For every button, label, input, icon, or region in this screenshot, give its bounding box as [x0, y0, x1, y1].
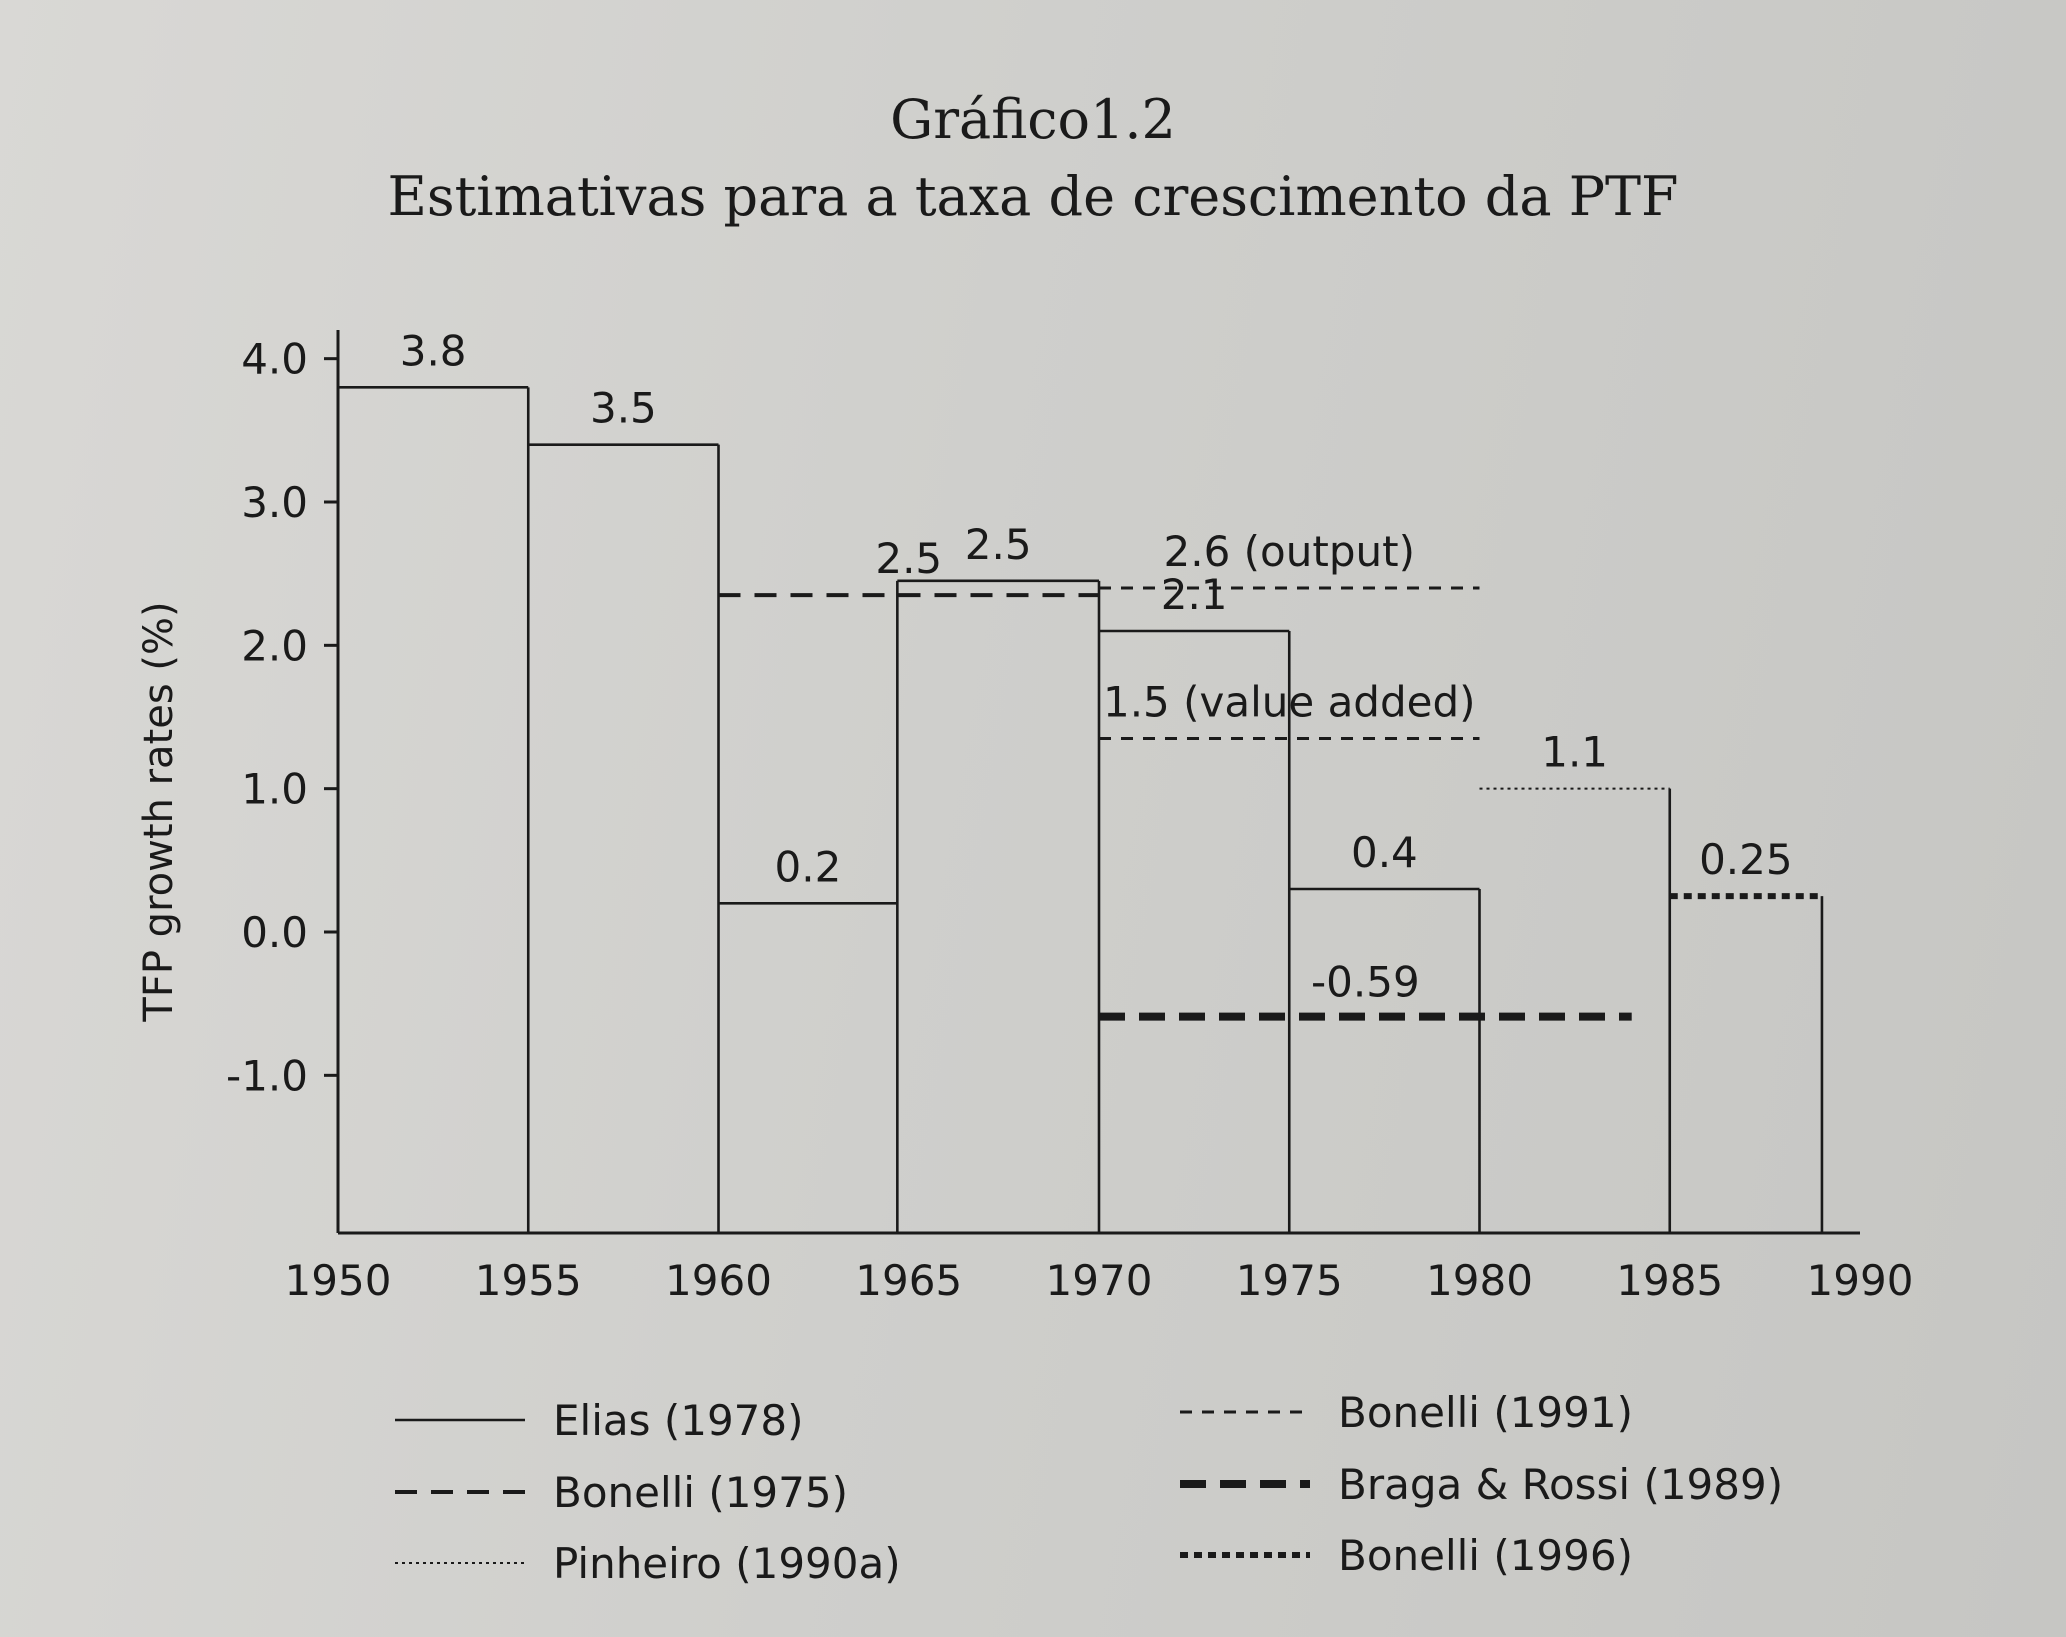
- legend-label: Bonelli (1991): [1338, 1388, 1633, 1437]
- legend-label: Bonelli (1996): [1338, 1531, 1633, 1580]
- x-tick-label: 1975: [1236, 1256, 1343, 1305]
- y-tick-label: -1.0: [226, 1051, 308, 1100]
- x-tick-label: 1960: [665, 1256, 772, 1305]
- figure-title: Estimativas para a taxa de crescimento d…: [387, 165, 1679, 228]
- x-tick-label: 1985: [1616, 1256, 1723, 1305]
- x-tick-label: 1955: [475, 1256, 582, 1305]
- x-tick-label: 1950: [285, 1256, 392, 1305]
- data-label: 0.4: [1351, 828, 1418, 877]
- y-tick-label: 4.0: [241, 335, 308, 384]
- legend-label: Braga & Rossi (1989): [1338, 1460, 1783, 1509]
- data-label: -0.59: [1311, 958, 1420, 1007]
- data-label: 0.25: [1699, 835, 1793, 884]
- data-label: 3.8: [400, 326, 467, 375]
- y-tick-label: 1.0: [241, 765, 308, 814]
- y-tick-label: 2.0: [241, 621, 308, 670]
- legend-label: Pinheiro (1990a): [553, 1539, 901, 1588]
- legend-label: Elias (1978): [553, 1396, 804, 1445]
- x-tick-label: 1965: [855, 1256, 962, 1305]
- x-tick-label: 1970: [1046, 1256, 1153, 1305]
- y-tick-label: 3.0: [241, 478, 308, 527]
- y-tick-label: 0.0: [241, 908, 308, 957]
- data-label: 1.5 (value added): [1103, 678, 1476, 727]
- x-tick-label: 1980: [1426, 1256, 1533, 1305]
- data-label: 2.5: [965, 520, 1032, 569]
- data-label: 2.1: [1161, 570, 1228, 619]
- data-label: 2.5: [875, 534, 942, 583]
- data-label: 3.5: [590, 384, 657, 433]
- x-tick-label: 1990: [1807, 1256, 1914, 1305]
- data-label: 0.2: [775, 842, 842, 891]
- y-axis-label: TFP growth rates (%): [136, 601, 182, 1022]
- data-label: 1.1: [1541, 728, 1608, 777]
- data-label: 2.6 (output): [1164, 527, 1415, 576]
- legend-label: Bonelli (1975): [553, 1468, 848, 1517]
- figure-number: Gráfico1.2: [890, 88, 1176, 151]
